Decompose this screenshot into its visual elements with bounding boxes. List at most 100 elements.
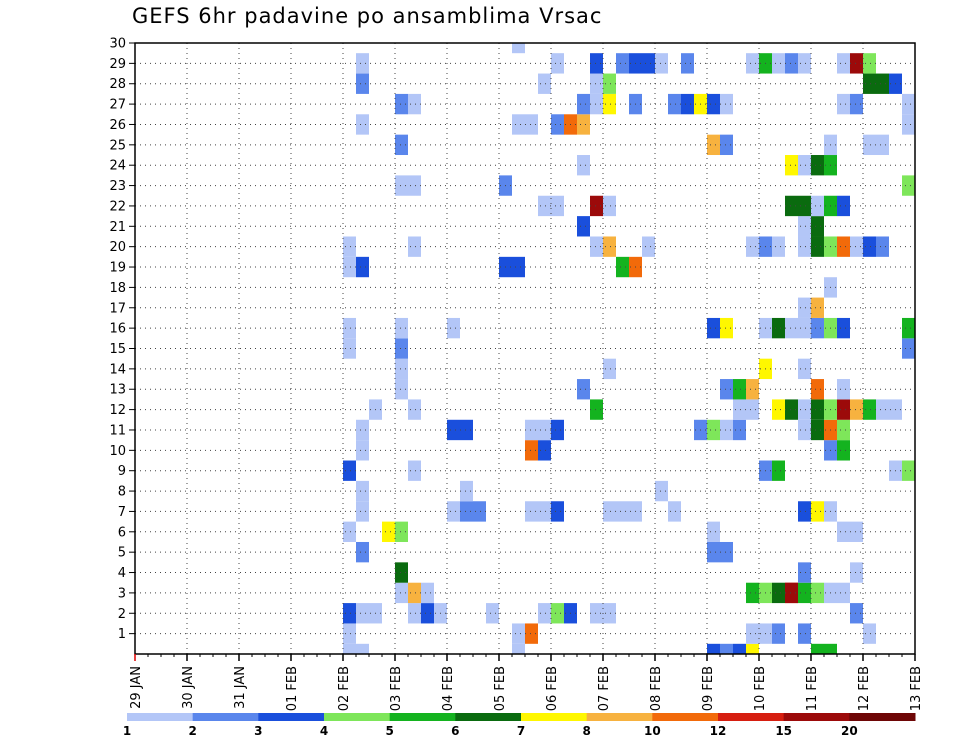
colorbar-segment [127, 713, 194, 721]
colorbar-label: 12 [710, 724, 727, 738]
x-tick-label: 30 JAN [181, 666, 196, 709]
heat-cell [720, 317, 733, 339]
heat-cell [395, 379, 408, 400]
heat-cell [590, 603, 603, 624]
heat-cell [473, 501, 486, 522]
heat-cell [668, 501, 681, 522]
colorbar-label: 5 [385, 724, 393, 738]
heat-cell [837, 236, 850, 257]
heat-cell [863, 53, 876, 74]
heat-cell [707, 643, 720, 654]
colorbar-label: 4 [320, 724, 328, 738]
heat-cell [343, 603, 356, 624]
heat-cell [356, 73, 369, 94]
heat-cell [785, 155, 798, 176]
heat-cell [512, 43, 525, 54]
y-tick-label: 29 [109, 57, 126, 72]
heat-cell [356, 440, 369, 461]
colorbar-label: 10 [644, 724, 661, 738]
heat-cell [811, 643, 824, 654]
heat-cell [850, 562, 863, 583]
heat-cell [902, 317, 915, 339]
heat-cell [837, 53, 850, 74]
heat-cell [902, 175, 915, 196]
colorbar-label: 20 [841, 724, 858, 738]
heat-cell [811, 379, 824, 400]
y-tick-label: 21 [109, 220, 126, 235]
colorbar-segment [718, 713, 785, 721]
heat-cell [772, 236, 785, 257]
y-tick-label: 2 [118, 607, 126, 622]
heat-cell [512, 256, 525, 278]
y-tick-label: 10 [109, 444, 126, 459]
heat-cell [746, 643, 759, 654]
heat-cell [590, 195, 603, 217]
heat-cell [551, 501, 564, 522]
colorbar-label: 1 [123, 724, 131, 738]
heat-cell [356, 53, 369, 74]
heat-cell [460, 419, 473, 441]
heat-cell [512, 623, 525, 644]
heat-cell [551, 419, 564, 441]
y-tick-label: 18 [109, 281, 126, 296]
heat-cell [538, 440, 551, 461]
heat-cell [395, 358, 408, 380]
colorbar-segment [652, 713, 719, 721]
heat-cell [343, 643, 356, 654]
heat-cell [850, 53, 863, 74]
heat-cell [408, 175, 421, 196]
heat-cell [603, 195, 616, 217]
heat-cell [512, 114, 525, 135]
colorbar-label: 2 [188, 724, 196, 738]
heat-cell [811, 582, 824, 604]
heat-cell [850, 603, 863, 624]
heat-cell [551, 195, 564, 217]
heat-cell [395, 582, 408, 604]
heat-cell [577, 93, 590, 115]
heat-cell [798, 216, 811, 237]
y-tick-label: 6 [118, 525, 126, 540]
heat-cell [590, 236, 603, 257]
heat-cell [811, 399, 824, 420]
heat-cell [772, 623, 785, 644]
heat-cell [512, 643, 525, 654]
heat-cell [395, 317, 408, 339]
heat-cell [538, 501, 551, 522]
heat-cell [447, 501, 460, 522]
heat-cell [902, 93, 915, 115]
heat-cell [772, 53, 785, 74]
colorbar-segment [389, 713, 456, 721]
heat-cell [590, 399, 603, 420]
heat-cell [343, 338, 356, 359]
heat-cell [356, 256, 369, 278]
heat-cell [655, 480, 668, 502]
heat-cell [603, 236, 616, 257]
heat-cell [603, 358, 616, 380]
heat-cell [408, 603, 421, 624]
y-tick-label: 23 [109, 179, 126, 194]
y-tick-label: 30 [109, 37, 126, 52]
colorbar-segment [849, 713, 916, 721]
heat-cell [343, 236, 356, 257]
x-tick-label: 10 FEB [753, 666, 768, 711]
heat-cell [876, 236, 889, 257]
heat-cell [421, 582, 434, 604]
heat-cell [902, 114, 915, 135]
heat-cell [538, 603, 551, 624]
heat-cell [681, 93, 694, 115]
x-tick-label: 06 FEB [545, 666, 560, 711]
heat-cell [850, 399, 863, 420]
heat-cell [525, 623, 538, 644]
heat-cell [395, 175, 408, 196]
heat-cell [798, 562, 811, 583]
heat-cell [343, 317, 356, 339]
colorbar-segment [783, 713, 850, 721]
y-tick-label: 7 [118, 505, 126, 520]
x-tick-label: 12 FEB [857, 666, 872, 711]
heat-cell [785, 582, 798, 604]
heat-cell [837, 93, 850, 115]
heat-cell [707, 317, 720, 339]
heat-cell [746, 236, 759, 257]
heat-cell [408, 236, 421, 257]
